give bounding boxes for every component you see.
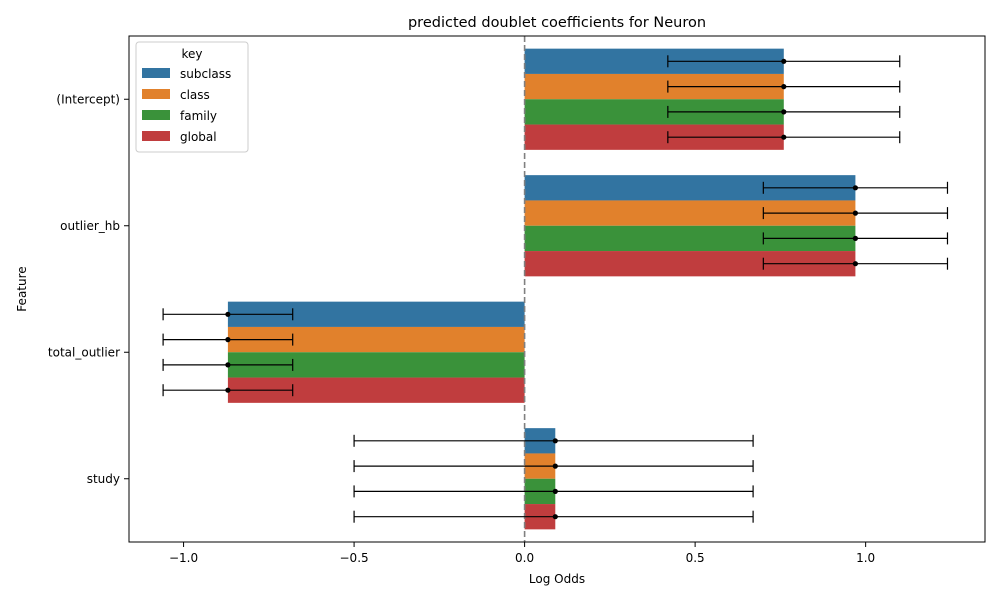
x-tick-label-3: 0.5	[686, 551, 705, 565]
point-subclass-0	[781, 58, 787, 64]
legend-swatch-global	[142, 131, 170, 141]
point-family-2	[225, 362, 231, 368]
legend-label-global: global	[180, 130, 217, 144]
y-tick-label-2: total_outlier	[48, 345, 120, 359]
point-family-0	[781, 109, 787, 115]
x-axis-label: Log Odds	[529, 572, 585, 586]
point-family-1	[852, 235, 859, 241]
point-subclass-2	[225, 311, 231, 317]
point-global-2	[225, 387, 231, 393]
x-tick-label-0: −1.0	[169, 551, 198, 565]
x-tick-label-4: 1.0	[856, 551, 875, 565]
point-family-3	[552, 488, 558, 494]
x-tick-label-2: 0.0	[515, 551, 534, 565]
legend-swatch-family	[142, 110, 170, 120]
legend-label-class: class	[180, 88, 210, 102]
x-tick-label-1: −0.5	[340, 551, 369, 565]
y-axis-label: Feature	[15, 266, 29, 311]
point-subclass-3	[552, 438, 558, 444]
y-tick-label-3: study	[87, 472, 120, 486]
point-subclass-1	[852, 185, 859, 191]
point-global-0	[781, 134, 787, 140]
y-tick-label-1: outlier_hb	[60, 219, 120, 233]
legend-swatch-class	[142, 89, 170, 99]
point-class-1	[852, 210, 859, 216]
point-global-3	[552, 514, 558, 520]
legend-title: key	[181, 47, 202, 61]
legend-swatch-subclass	[142, 68, 170, 78]
plot-area: −1.0 −0.5 0.0 0.5 1.0 (Intercept) outlier_hbto…	[48, 35, 986, 565]
point-class-3	[552, 463, 558, 469]
legend-label-family: family	[180, 109, 217, 123]
legend-label-subclass: subclass	[180, 67, 231, 81]
point-global-1	[852, 261, 859, 267]
point-class-2	[225, 337, 231, 343]
y-tick-label-0: (Intercept)	[56, 92, 120, 106]
point-class-0	[781, 84, 787, 90]
chart-title: predicted doublet coefficients for Neuro…	[408, 15, 706, 31]
plot-frame	[128, 35, 986, 543]
